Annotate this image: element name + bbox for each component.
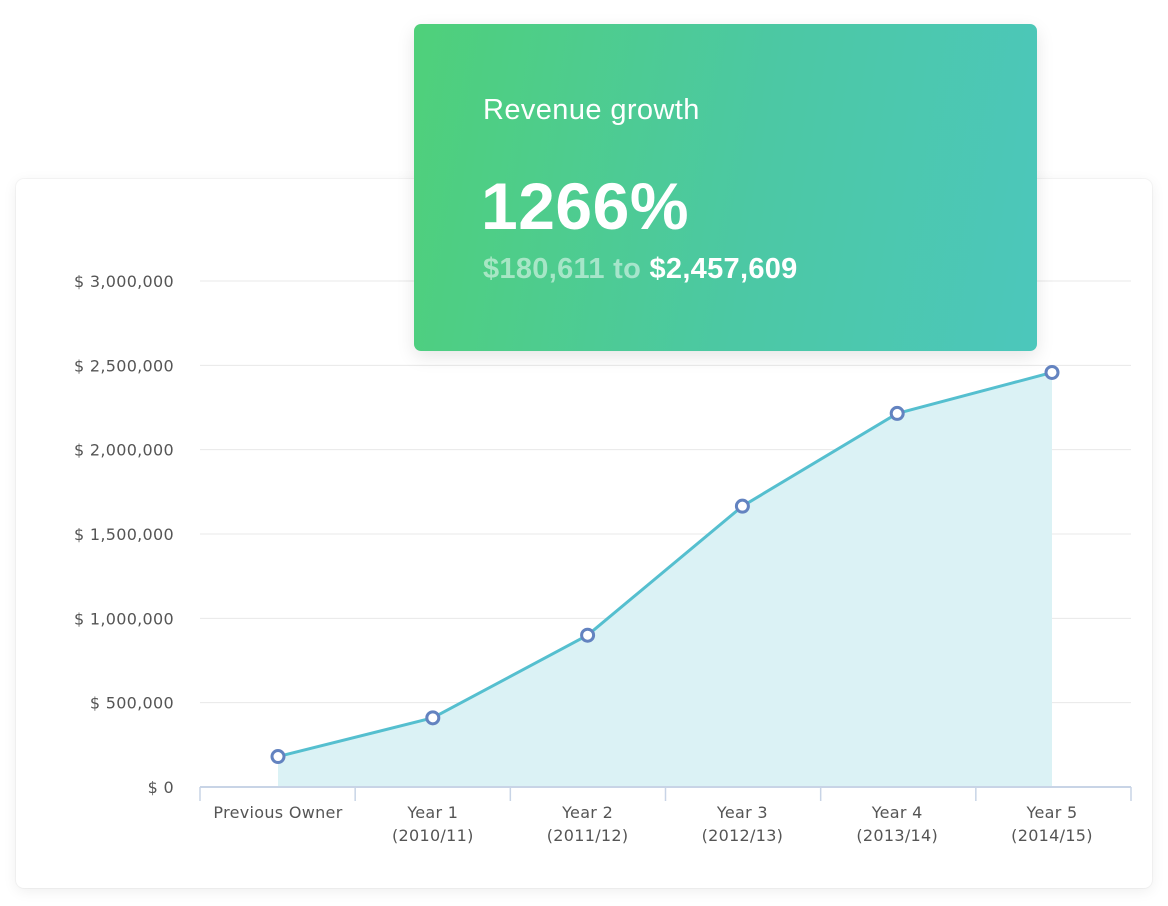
x-tick-label: Year 2 (2011/12)	[547, 803, 629, 845]
x-tick-label-line: Year 5	[1026, 803, 1078, 822]
area-layer	[277, 371, 1053, 787]
y-tick-label: $ 2,000,000	[74, 441, 174, 460]
stat-to-word: to	[613, 253, 642, 285]
stat-from-value: $180,611	[483, 253, 605, 285]
x-tick-label-line: (2012/13)	[702, 826, 784, 845]
data-point	[270, 749, 286, 765]
x-tick-label-line: (2011/12)	[547, 826, 629, 845]
y-tick-label: $ 500,000	[90, 694, 174, 713]
x-tick-label-line: Year 4	[871, 803, 923, 822]
revenue-growth-card: Revenue growth 1266% $180,611 to $2,457,…	[414, 24, 1037, 351]
x-tick-label-line: (2010/11)	[392, 826, 474, 845]
data-point	[1044, 364, 1060, 380]
x-tick-label: Year 4 (2013/14)	[856, 803, 938, 845]
data-point	[425, 710, 441, 726]
y-tick-label: $ 2,500,000	[74, 356, 174, 375]
x-tick-label-line: (2014/15)	[1011, 826, 1093, 845]
stat-to-value: $2,457,609	[649, 253, 798, 285]
x-axis	[199, 786, 1132, 801]
y-axis-tick-labels: $ 0 $ 500,000 $ 1,000,000 $ 1,500,000 $ 2,00…	[74, 272, 174, 797]
x-tick-label: Previous Owner	[213, 803, 342, 822]
data-point	[889, 405, 905, 421]
x-tick-label-line: Year 2	[561, 803, 613, 822]
x-axis-tick-labels: Previous Owner Year 1 (2010/11) Year 2 (2011…	[213, 803, 1092, 845]
x-tick-label: Year 1 (2010/11)	[392, 803, 474, 845]
data-point	[734, 498, 750, 514]
data-points	[270, 364, 1060, 765]
x-tick-label-line: Year 3	[716, 803, 768, 822]
y-tick-label: $ 0	[148, 778, 174, 797]
x-tick-label-line: (2013/14)	[856, 826, 938, 845]
stat-value: 1266%	[481, 169, 690, 243]
x-tick-label-line: Previous Owner	[213, 803, 342, 822]
y-tick-label: $ 1,500,000	[74, 525, 174, 544]
x-tick-label: Year 5 (2014/15)	[1011, 803, 1093, 845]
area-fill	[278, 372, 1052, 787]
y-tick-label: $ 3,000,000	[74, 272, 174, 291]
data-point	[580, 627, 596, 643]
y-tick-label: $ 1,000,000	[74, 609, 174, 628]
stat-title: Revenue growth	[483, 94, 700, 126]
x-tick-label-line: Year 1	[406, 803, 458, 822]
x-tick-label: Year 3 (2012/13)	[702, 803, 784, 845]
stat-range: $180,611 to $2,457,609	[483, 253, 798, 286]
series-line	[277, 371, 1053, 758]
